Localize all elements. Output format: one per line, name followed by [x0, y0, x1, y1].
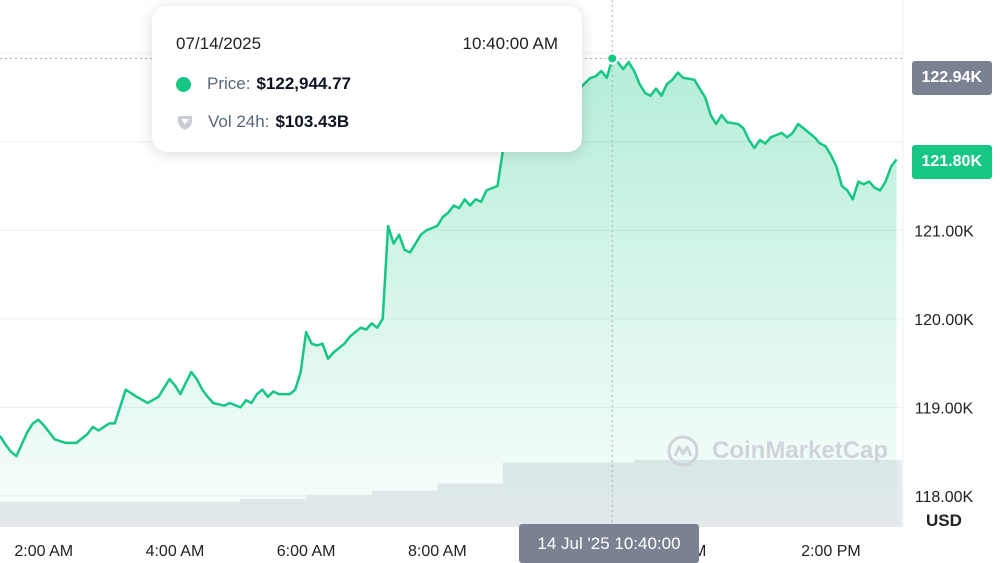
- tooltip-price-row: Price: $122,944.77: [176, 74, 351, 94]
- x-tick-label: 6:00 AM: [277, 543, 336, 560]
- volume-shield-icon: [178, 116, 192, 130]
- hover-time-label: 14 Jul '25 10:40:00: [519, 524, 699, 563]
- tooltip-date: 07/14/2025: [176, 34, 262, 53]
- watermark-text: CoinMarketCap: [712, 437, 889, 464]
- price-area: [0, 58, 897, 527]
- y-tick-label: 121.00K: [914, 223, 974, 240]
- coinmarketcap-logo-icon: [667, 435, 699, 467]
- price-line: [0, 57, 898, 458]
- tooltip-volume-label: Vol 24h:: [208, 112, 270, 131]
- watermark: CoinMarketCap: [666, 434, 888, 468]
- x-tick-label: 8:00 AM: [408, 543, 467, 560]
- tooltip-price-label: Price:: [207, 74, 251, 93]
- price-tooltip: 07/14/2025 10:40:00 AM Price: $122,944.7…: [152, 6, 582, 152]
- current-price-tag: 121.80K: [911, 145, 992, 179]
- hover-point: [606, 52, 619, 65]
- currency-label: USD: [926, 511, 962, 530]
- tooltip-volume-value: $103.43B: [275, 112, 350, 131]
- tooltip-time: 10:40:00 AM: [462, 34, 558, 53]
- y-tick-label: 120.00K: [914, 312, 974, 329]
- x-tick-label: 2:00 AM: [14, 543, 73, 560]
- x-tick-label: 2:00 PM: [801, 543, 861, 560]
- price-dot-icon: [176, 76, 191, 92]
- y-tick-label: 118.00K: [915, 489, 974, 506]
- hover-price-tag: 122.94K: [911, 61, 992, 95]
- tooltip-price-value: $122,944.77: [256, 74, 352, 93]
- x-tick-label: 4:00 AM: [146, 543, 205, 560]
- tooltip-volume-row: Vol 24h: $103.43B: [176, 112, 349, 132]
- y-tick-label: 119.00K: [915, 400, 974, 417]
